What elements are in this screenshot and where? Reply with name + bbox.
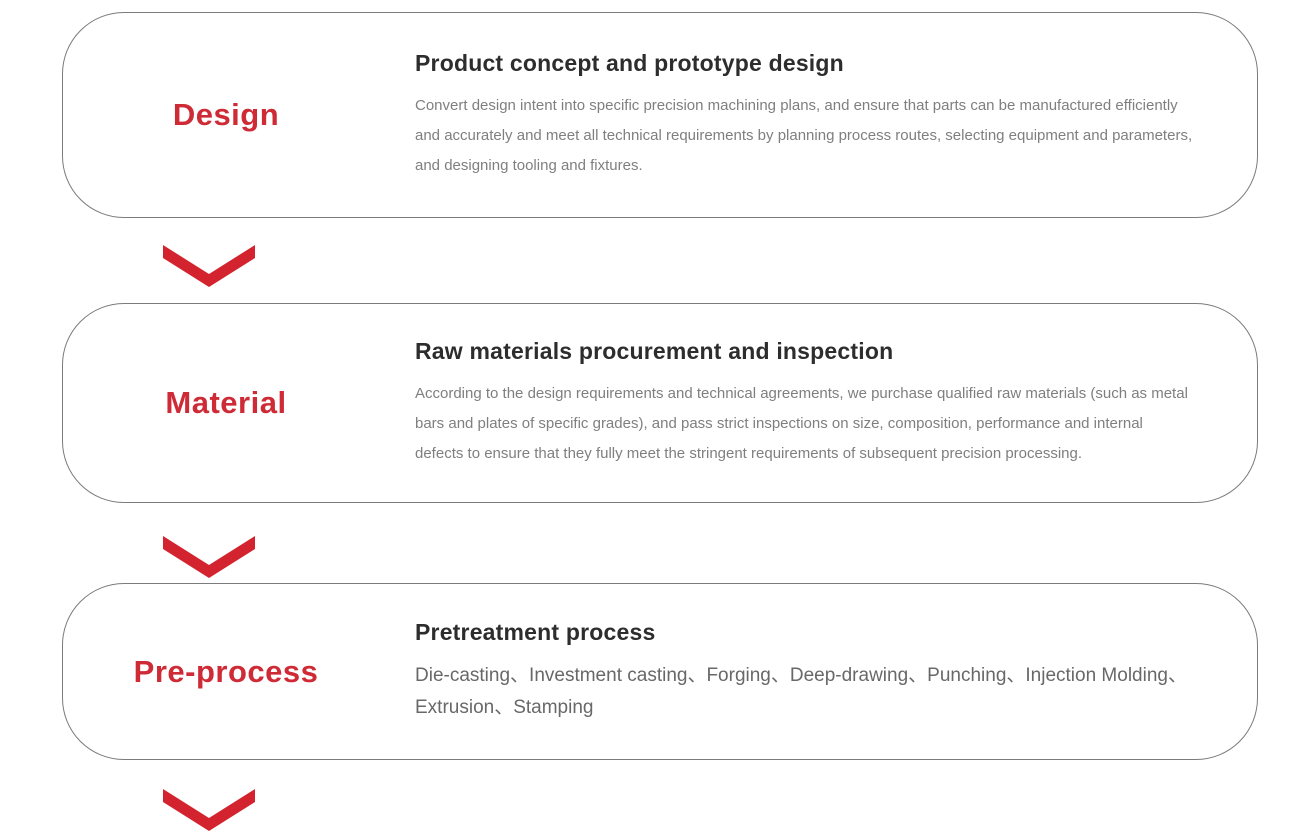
stage-label-material: Material — [165, 385, 287, 420]
stage-label-preprocess: Pre-process — [133, 653, 319, 689]
stage-description-material: According to the design requirements and… — [415, 384, 1188, 462]
stage-card-preprocess: Pre-process Pretreatment process Die-cas… — [62, 583, 1258, 760]
stage-content-design: Product concept and prototype design Con… — [389, 50, 1257, 181]
stage-title-preprocess: Pretreatment process — [415, 619, 656, 645]
stage-content-material: Raw materials procurement and inspection… — [389, 338, 1257, 469]
stage-title-material: Raw materials procurement and inspection — [415, 337, 894, 364]
stage-content-preprocess: Pretreatment process Die-casting、Investm… — [389, 619, 1257, 724]
stage-card-design: Design Product concept and prototype des… — [62, 12, 1258, 218]
down-chevron-icon — [163, 536, 255, 578]
stage-card-material: Material Raw materials procurement and i… — [62, 303, 1258, 503]
stage-label-design: Design — [172, 97, 280, 132]
stage-description-design: Convert design intent into specific prec… — [415, 96, 1193, 174]
down-chevron-icon — [163, 245, 255, 287]
down-chevron-icon — [163, 789, 255, 831]
stage-title-design: Product concept and prototype design — [415, 49, 844, 76]
stage-description-preprocess: Die-casting、Investment casting、Forging、D… — [415, 665, 1187, 718]
